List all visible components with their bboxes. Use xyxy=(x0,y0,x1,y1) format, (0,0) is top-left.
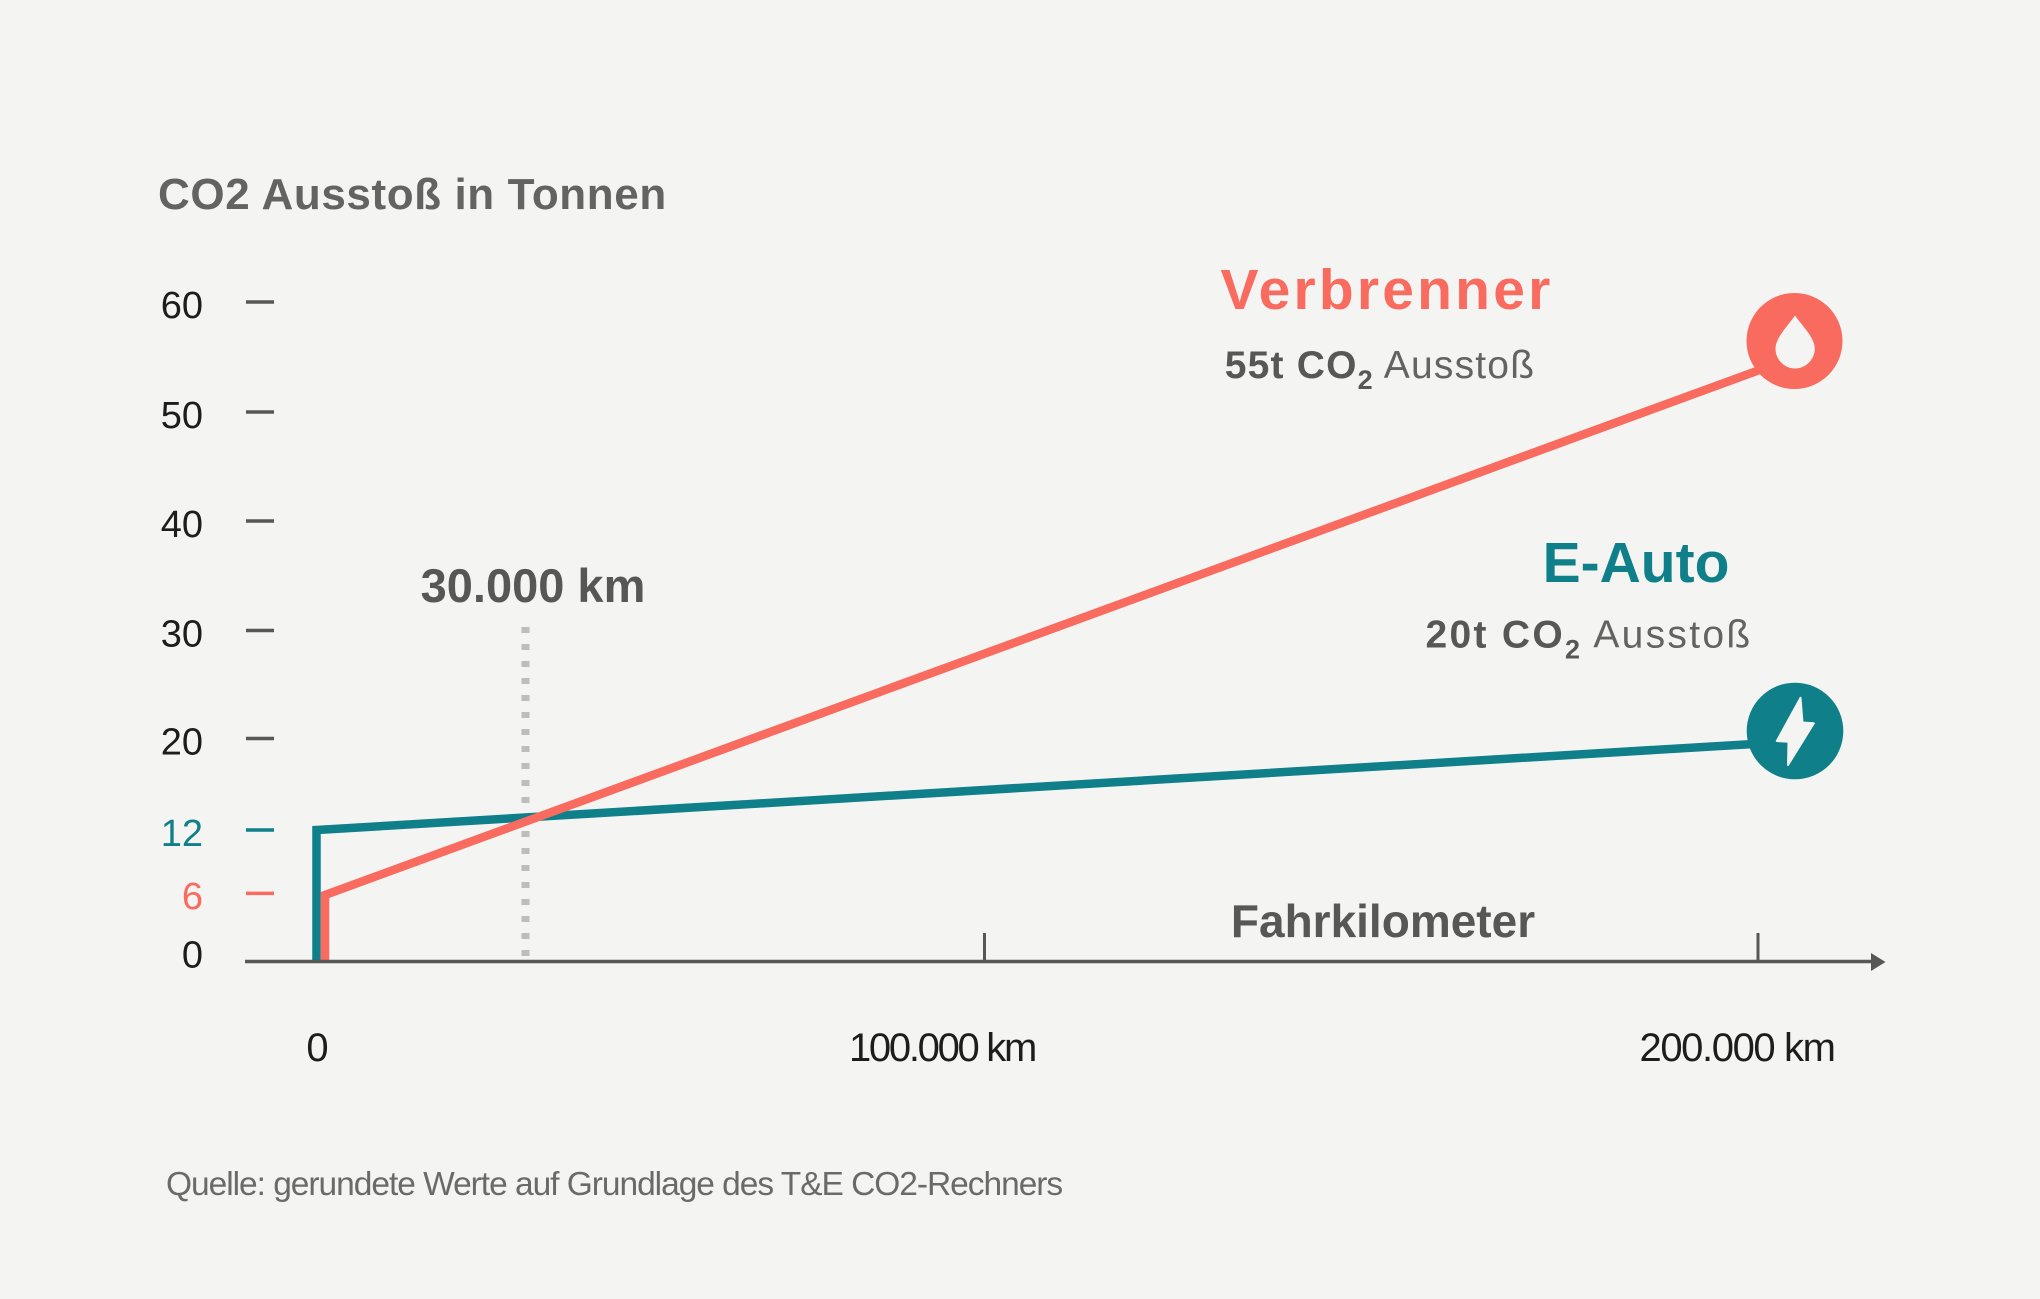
svg-text:20t CO2 Ausstoß: 20t CO2 Ausstoß xyxy=(1426,614,1753,665)
svg-text:Verbrenner: Verbrenner xyxy=(1221,258,1554,322)
svg-text:60: 60 xyxy=(161,285,203,327)
svg-text:Fahrkilometer: Fahrkilometer xyxy=(1231,895,1535,947)
svg-text:50: 50 xyxy=(161,395,203,437)
svg-text:55t CO2 Ausstoß: 55t CO2 Ausstoß xyxy=(1225,344,1535,395)
svg-text:0: 0 xyxy=(306,1026,328,1070)
svg-text:E-Auto: E-Auto xyxy=(1543,531,1730,595)
svg-text:Quelle: gerundete Werte auf G: Quelle: gerundete Werte auf Grundlage de… xyxy=(166,1166,1062,1203)
svg-text:0: 0 xyxy=(182,935,203,977)
svg-text:6: 6 xyxy=(182,876,203,918)
svg-text:20: 20 xyxy=(161,721,203,763)
svg-text:40: 40 xyxy=(161,504,203,546)
svg-text:30.000 km: 30.000 km xyxy=(421,559,646,612)
svg-text:200.000 km: 200.000 km xyxy=(1639,1026,1834,1070)
svg-text:CO2 Ausstoß in Tonnen: CO2 Ausstoß in Tonnen xyxy=(158,170,667,219)
svg-text:100.000 km: 100.000 km xyxy=(849,1026,1035,1070)
svg-text:12: 12 xyxy=(161,813,203,855)
svg-text:30: 30 xyxy=(161,613,203,655)
